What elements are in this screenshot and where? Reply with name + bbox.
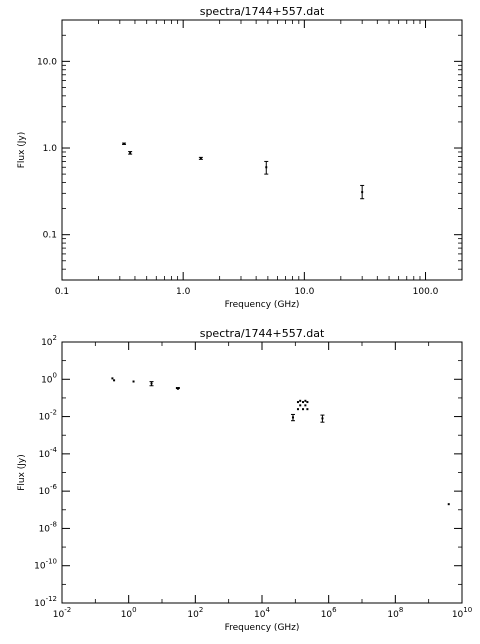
data-point — [302, 401, 305, 404]
chart-title: spectra/1744+557.dat — [200, 327, 325, 340]
x-tick-label: 1.0 — [176, 287, 191, 297]
bottom-spectrum-panel: spectra/1744+557.dat Frequency (GHz) Flux … — [17, 327, 472, 633]
point-marker — [299, 404, 302, 407]
point-marker — [265, 166, 268, 169]
data-point — [304, 399, 307, 402]
point-marker — [302, 401, 305, 404]
point-marker — [299, 399, 302, 402]
x-tick-label: 100.0 — [413, 287, 439, 297]
point-marker — [302, 408, 305, 411]
x-tick-label: 10.0 — [294, 287, 314, 297]
point-marker — [304, 404, 307, 407]
point-marker — [177, 387, 180, 390]
point-marker — [361, 191, 364, 194]
point-marker — [304, 399, 307, 402]
data-point — [111, 377, 114, 380]
point-marker — [306, 401, 309, 404]
data-point — [177, 387, 180, 390]
y-tick-label: 10-6 — [39, 483, 58, 497]
point-marker — [111, 377, 114, 380]
point-marker — [129, 151, 132, 154]
data-point — [290, 413, 295, 422]
y-tick-label: 10-2 — [39, 409, 57, 423]
data-point — [149, 381, 154, 387]
point-marker — [132, 380, 135, 383]
y-tick-label: 100 — [41, 371, 57, 385]
y-tick-label: 10-4 — [39, 446, 58, 460]
chart-title: spectra/1744+557.dat — [200, 5, 325, 18]
top-spectrum-panel: spectra/1744+557.dat Frequency (GHz) Flux … — [17, 5, 463, 310]
data-point — [306, 401, 309, 404]
y-tick-label: 102 — [41, 334, 57, 348]
point-marker — [296, 401, 299, 404]
x-axis-label: Frequency (GHz) — [225, 623, 300, 633]
data-point — [264, 160, 269, 175]
x-tick-label: 0.1 — [55, 287, 69, 297]
y-axis-label: Flux (Jy) — [17, 132, 27, 169]
x-tick-label: 100 — [121, 606, 137, 620]
data-point — [447, 503, 450, 506]
data-point — [122, 142, 127, 145]
x-tick-label: 102 — [187, 606, 203, 620]
x-axis-label: Frequency (GHz) — [225, 300, 300, 310]
y-tick-label: 10-8 — [39, 520, 57, 534]
x-tick-label: 106 — [321, 606, 337, 620]
plot-frame — [61, 19, 463, 281]
point-marker — [321, 417, 324, 420]
data-point — [132, 380, 135, 383]
data-point — [296, 408, 299, 411]
data-point — [296, 401, 299, 404]
data-point — [304, 404, 307, 407]
data-point — [299, 404, 302, 407]
x-tick-label: 1010 — [452, 606, 472, 620]
point-marker — [199, 157, 202, 160]
plot-frame — [61, 341, 463, 604]
y-tick-label: 10.0 — [37, 57, 57, 67]
y-tick-label: 10-12 — [34, 595, 57, 609]
y-tick-label: 0.1 — [43, 231, 57, 241]
data-point — [113, 379, 116, 382]
data-point — [198, 156, 203, 160]
y-tick-label: 10-10 — [34, 558, 57, 572]
data-point — [299, 399, 302, 402]
point-marker — [123, 142, 126, 145]
data-point — [302, 408, 305, 411]
point-marker — [150, 382, 153, 385]
x-tick-label: 108 — [387, 606, 403, 620]
data-point — [320, 414, 325, 423]
data-point — [128, 151, 133, 155]
y-axis-label: Flux (Jy) — [17, 454, 27, 491]
point-marker — [113, 379, 116, 382]
data-point — [360, 184, 365, 200]
point-marker — [296, 408, 299, 411]
point-marker — [306, 408, 309, 411]
x-tick-label: 104 — [254, 606, 270, 620]
x-tick-label: 10-2 — [53, 606, 71, 620]
y-tick-label: 1.0 — [43, 144, 58, 154]
point-marker — [447, 503, 450, 506]
point-marker — [291, 416, 294, 419]
data-point — [306, 408, 309, 411]
